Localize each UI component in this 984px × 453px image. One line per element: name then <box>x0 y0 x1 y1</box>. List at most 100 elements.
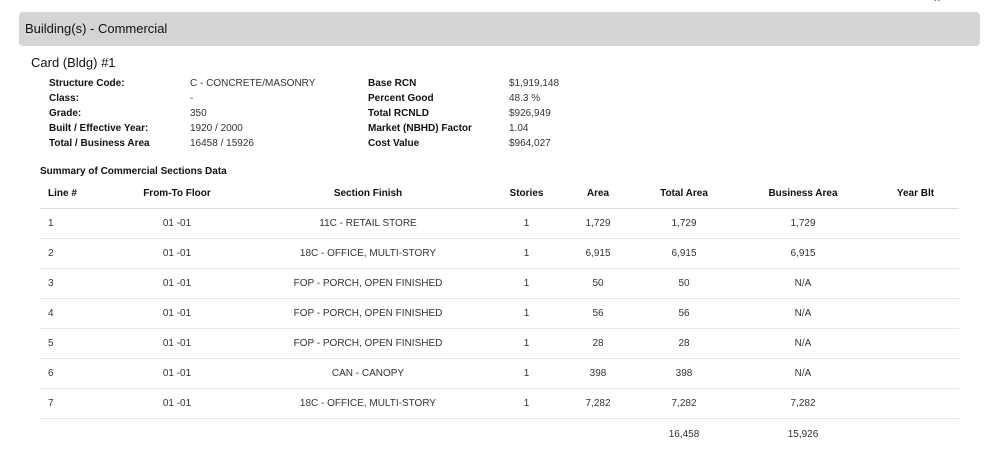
total-area-sum: 16,458 <box>668 429 700 440</box>
info-value: 16458 / 15926 <box>190 138 254 149</box>
cell-stories: 1 <box>491 388 562 419</box>
cell-stories: 1 <box>491 328 562 359</box>
cell-business-area: 7,282 <box>734 388 872 419</box>
cell-area: 7,282 <box>562 388 634 419</box>
cell-area: 50 <box>562 268 634 299</box>
cell-section-finish: FOP - PORCH, OPEN FINISHED <box>245 298 491 329</box>
info-label: Built / Effective Year: <box>49 123 149 134</box>
cell-total-area: 56 <box>634 298 734 329</box>
col-header-area: Area <box>562 178 634 209</box>
cell-total-area: 50 <box>634 268 734 299</box>
cell-stories: 1 <box>491 238 562 269</box>
cell-section-finish: FOP - PORCH, OPEN FINISHED <box>245 328 491 359</box>
card-info-left: Structure Code: C - CONCRETE/MASONRY Cla… <box>49 76 315 151</box>
info-value: - <box>190 93 194 104</box>
col-header-line: Line # <box>40 178 109 209</box>
info-row-grade: Grade: 350 <box>49 106 315 121</box>
cell-total-area: 1,729 <box>634 208 734 239</box>
cell-line: 6 <box>40 358 109 389</box>
info-value: $1,919,148 <box>509 78 560 89</box>
table-header-row: Line # From-To Floor Section Finish Stor… <box>40 178 959 209</box>
cell-area: 56 <box>562 298 634 329</box>
info-value: $926,949 <box>509 108 551 119</box>
info-label: Total / Business Area <box>49 138 150 149</box>
cell-section-finish: FOP - PORCH, OPEN FINISHED <box>245 268 491 299</box>
cell-year-built <box>872 298 959 329</box>
summary-title: Summary of Commercial Sections Data <box>40 166 227 177</box>
info-label: Total RCNLD <box>368 108 429 119</box>
cell-business-area: 6,915 <box>734 238 872 269</box>
cell-total-area: 28 <box>634 328 734 359</box>
col-header-floor: From-To Floor <box>109 178 245 209</box>
cell-section-finish: 18C - OFFICE, MULTI-STORY <box>245 388 491 419</box>
cell-area: 6,915 <box>562 238 634 269</box>
info-row-market-factor: Market (NBHD) Factor 1.04 <box>368 121 559 136</box>
info-row-structure-code: Structure Code: C - CONCRETE/MASONRY <box>49 76 315 91</box>
info-label: Grade: <box>49 108 82 119</box>
cell-stories: 1 <box>491 268 562 299</box>
info-row-cost-value: Cost Value $964,027 <box>368 136 559 151</box>
cell-business-area: N/A <box>734 328 872 359</box>
cell-business-area: N/A <box>734 268 872 299</box>
table-row: 6 01 -01 CAN - CANOPY 1 398 398 N/A <box>40 358 959 389</box>
info-row-percent-good: Percent Good 48.3 % <box>368 91 559 106</box>
card-info-right: Base RCN $1,919,148 Percent Good 48.3 % … <box>368 76 559 151</box>
info-value: $964,027 <box>509 138 551 149</box>
cell-floor: 01 -01 <box>109 358 245 389</box>
cell-area: 398 <box>562 358 634 389</box>
cell-total-area: 7,282 <box>634 388 734 419</box>
cell-section-finish: 18C - OFFICE, MULTI-STORY <box>245 238 491 269</box>
cell-line: 2 <box>40 238 109 269</box>
info-row-total-area: Total / Business Area 16458 / 15926 <box>49 136 315 151</box>
cell-stories: 1 <box>491 208 562 239</box>
info-value: 1920 / 2000 <box>190 123 243 134</box>
cell-stories: 1 <box>491 358 562 389</box>
info-label: Base RCN <box>368 78 417 89</box>
cell-section-finish: 11C - RETAIL STORE <box>245 208 491 239</box>
info-label: Market (NBHD) Factor <box>368 123 472 134</box>
cell-area: 28 <box>562 328 634 359</box>
info-value: 1.04 <box>509 123 529 134</box>
cell-year-built <box>872 358 959 389</box>
info-value: C - CONCRETE/MASONRY <box>190 78 316 89</box>
table-row: 2 01 -01 18C - OFFICE, MULTI-STORY 1 6,9… <box>40 238 959 269</box>
info-value: 350 <box>190 108 207 119</box>
totals-row: 16,458 15,926 <box>40 419 959 451</box>
cell-area: 1,729 <box>562 208 634 239</box>
cell-year-built <box>872 388 959 419</box>
cell-business-area: N/A <box>734 358 872 389</box>
info-row-class: Class: - <box>49 91 315 106</box>
cell-year-built <box>872 328 959 359</box>
info-label: Structure Code: <box>49 78 125 89</box>
col-header-business-area: Business Area <box>734 178 872 209</box>
cell-total-area: 6,915 <box>634 238 734 269</box>
corner-caret-icon: ⌃ <box>931 0 942 10</box>
table-row: 5 01 -01 FOP - PORCH, OPEN FINISHED 1 28… <box>40 328 959 359</box>
card-title: Card (Bldg) #1 <box>31 55 116 70</box>
cell-line: 4 <box>40 298 109 329</box>
info-label: Class: <box>49 93 80 104</box>
cell-floor: 01 -01 <box>109 328 245 359</box>
cell-total-area: 398 <box>634 358 734 389</box>
cell-floor: 01 -01 <box>109 208 245 239</box>
cell-section-finish: CAN - CANOPY <box>245 358 491 389</box>
cell-year-built <box>872 268 959 299</box>
section-header[interactable]: Building(s) - Commercial <box>19 12 980 46</box>
table-row: 7 01 -01 18C - OFFICE, MULTI-STORY 1 7,2… <box>40 388 959 419</box>
cell-floor: 01 -01 <box>109 298 245 329</box>
cell-line: 5 <box>40 328 109 359</box>
sections-table: Line # From-To Floor Section Finish Stor… <box>40 178 959 450</box>
table-row: 3 01 -01 FOP - PORCH, OPEN FINISHED 1 50… <box>40 268 959 299</box>
col-header-total-area: Total Area <box>634 178 734 209</box>
table-row: 4 01 -01 FOP - PORCH, OPEN FINISHED 1 56… <box>40 298 959 329</box>
table-row: 1 01 -01 11C - RETAIL STORE 1 1,729 1,72… <box>40 208 959 239</box>
cell-business-area: N/A <box>734 298 872 329</box>
info-label: Percent Good <box>368 93 434 104</box>
cell-floor: 01 -01 <box>109 238 245 269</box>
cell-line: 3 <box>40 268 109 299</box>
col-header-year-built: Year Blt <box>872 178 959 209</box>
cell-stories: 1 <box>491 298 562 329</box>
info-row-base-rcn: Base RCN $1,919,148 <box>368 76 559 91</box>
cell-floor: 01 -01 <box>109 388 245 419</box>
info-row-built-year: Built / Effective Year: 1920 / 2000 <box>49 121 315 136</box>
